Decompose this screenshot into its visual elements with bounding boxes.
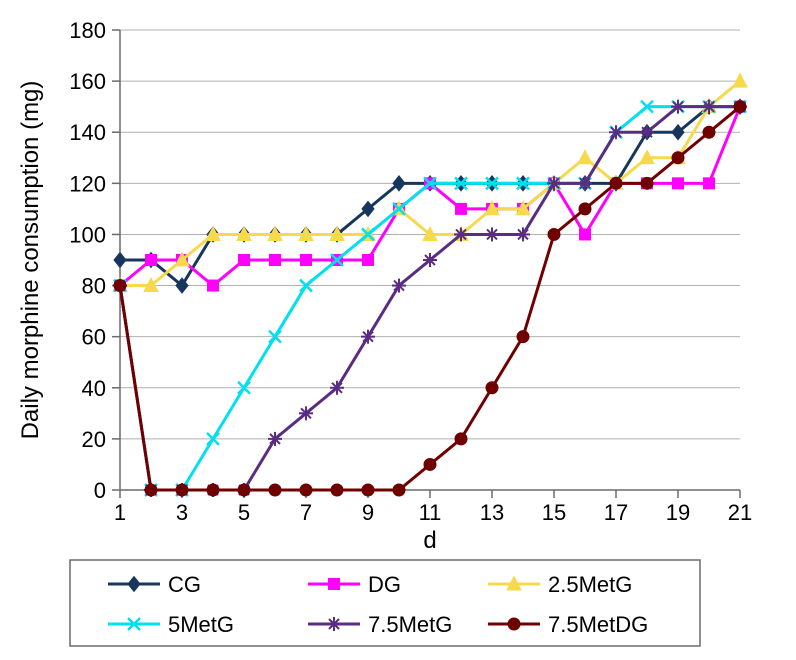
x-tick-label: 5 bbox=[238, 500, 250, 525]
y-tick-label: 80 bbox=[82, 274, 106, 299]
y-tick-label: 180 bbox=[69, 18, 106, 43]
y-tick-label: 120 bbox=[69, 171, 106, 196]
legend-label: CG bbox=[168, 572, 201, 597]
legend-label: 5MetG bbox=[168, 612, 234, 637]
y-tick-label: 140 bbox=[69, 120, 106, 145]
x-tick-label: 7 bbox=[300, 500, 312, 525]
legend: CG DG 2.5MetG 5MetG 7.5MetG 7.5MetDG bbox=[70, 560, 700, 646]
y-axis-label: Daily morphine consumption (mg) bbox=[17, 81, 44, 440]
x-tick-label: 11 bbox=[419, 500, 442, 525]
x-tick-label: 3 bbox=[176, 500, 188, 525]
x-tick-label: 17 bbox=[604, 500, 628, 525]
legend-label: 7.5MetG bbox=[368, 612, 452, 637]
x-axis-label: d bbox=[423, 527, 436, 554]
x-tick-label: 1 bbox=[114, 500, 126, 525]
legend-label: 2.5MetG bbox=[548, 572, 632, 597]
legend-label: 7.5MetDG bbox=[548, 612, 648, 637]
y-tick-label: 100 bbox=[69, 222, 106, 247]
y-tick-label: 0 bbox=[94, 478, 106, 503]
x-tick-label: 21 bbox=[728, 500, 752, 525]
y-tick-label: 60 bbox=[82, 325, 106, 350]
x-tick-label: 9 bbox=[362, 500, 374, 525]
x-tick-label: 13 bbox=[480, 500, 504, 525]
x-tick-label: 19 bbox=[666, 500, 690, 525]
legend-label: DG bbox=[368, 572, 401, 597]
y-tick-label: 20 bbox=[82, 427, 106, 452]
morphine-consumption-chart: 0204060801001201401601801357911131517192… bbox=[0, 0, 796, 660]
y-tick-label: 40 bbox=[82, 376, 106, 401]
y-tick-label: 160 bbox=[69, 69, 106, 94]
x-tick-label: 15 bbox=[542, 500, 566, 525]
